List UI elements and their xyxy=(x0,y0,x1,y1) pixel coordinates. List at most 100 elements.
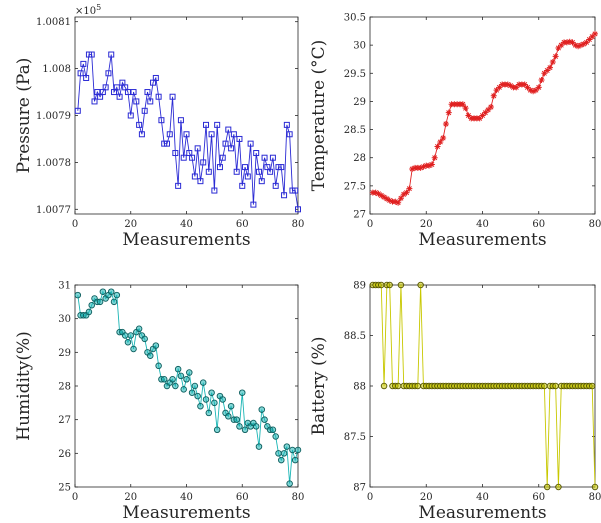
pressure-data-point xyxy=(116,93,123,100)
humidity-data-point xyxy=(130,345,137,353)
pressure-data-point xyxy=(138,131,145,138)
humidity-data-point xyxy=(236,423,243,430)
humidity-data-point xyxy=(211,399,218,407)
pressure-data-point xyxy=(180,154,187,161)
humidity-data-point xyxy=(252,423,260,430)
humidity-data-point xyxy=(180,386,187,393)
humidity-y-axis-label: Humidity(%) xyxy=(14,331,34,441)
temperature-data-point xyxy=(409,165,416,172)
battery-data-point xyxy=(543,483,551,491)
pressure-data-point xyxy=(197,178,204,185)
temperature-data-point xyxy=(459,101,466,108)
temperature-y-tick-label: 29.5 xyxy=(344,69,366,80)
pressure-data-point xyxy=(244,173,251,180)
temperature-data-point xyxy=(530,88,537,95)
battery-data-point xyxy=(552,382,559,390)
pressure-data-point xyxy=(136,121,143,128)
temperature-data-point xyxy=(420,163,427,170)
temperature-data-point xyxy=(426,162,433,169)
humidity-data-point xyxy=(258,406,266,413)
pressure-x-tick-label: 20 xyxy=(124,219,137,230)
pressure-x-tick-label: 40 xyxy=(180,219,193,230)
temperature-data-point xyxy=(395,199,402,206)
pressure-data-point xyxy=(261,154,268,161)
temperature-x-tick-label: 0 xyxy=(367,219,373,230)
temperature-data-point xyxy=(490,92,497,99)
pressure-data-point xyxy=(177,117,184,124)
pressure-data-point xyxy=(250,201,257,208)
temperature-data-point xyxy=(563,39,570,46)
battery-y-tick-label: 88.5 xyxy=(344,331,366,342)
temperature-data-point xyxy=(442,120,449,127)
temperature-data-point xyxy=(524,84,531,91)
temperature-data-point xyxy=(479,112,486,119)
humidity-data-point xyxy=(174,365,182,373)
temperature-data-point xyxy=(566,38,573,45)
pressure-data-point xyxy=(189,154,196,161)
humidity-data-point xyxy=(74,291,82,299)
pressure-data-point xyxy=(83,74,90,81)
battery-x-tick-label: 40 xyxy=(476,492,489,503)
humidity-data-point xyxy=(177,372,185,380)
humidity-x-tick-label: 40 xyxy=(180,492,193,503)
pressure-data-point xyxy=(283,121,290,128)
pressure-data-point xyxy=(208,131,215,138)
pressure-data-point xyxy=(214,121,221,128)
battery-chart: 0 20 40 60 80 87 87.5 88 88.5 89 Measurements Batte… xyxy=(309,281,601,523)
humidity-data-point xyxy=(127,332,134,339)
battery-data-point xyxy=(414,382,422,390)
battery-data-point xyxy=(591,483,599,491)
humidity-data-point xyxy=(147,352,154,359)
battery-x-tick-label: 60 xyxy=(532,492,545,503)
humidity-data-point xyxy=(202,396,210,403)
temperature-data-point xyxy=(392,198,399,205)
temperature-data-point xyxy=(541,70,548,77)
pressure-data-point xyxy=(281,192,288,199)
temperature-data-point xyxy=(440,135,447,142)
battery-x-tick-label: 80 xyxy=(589,492,601,503)
temperature-y-tick-label: 30.5 xyxy=(344,13,366,24)
battery-data-point xyxy=(380,382,388,390)
temperature-data-point xyxy=(504,81,511,88)
pressure-data-point xyxy=(147,98,154,105)
humidity-y-tick-label: 30 xyxy=(58,314,71,325)
pressure-data-point xyxy=(74,107,81,114)
pressure-data-point xyxy=(88,51,95,58)
temperature-data-point xyxy=(375,190,382,197)
battery-x-tick-label: 0 xyxy=(367,492,373,503)
humidity-data-point xyxy=(169,376,176,383)
pressure-data-point xyxy=(292,187,299,194)
temperature-data-point xyxy=(592,30,598,37)
temperature-data-point xyxy=(586,36,593,43)
humidity-y-tick-label: 28 xyxy=(58,382,71,393)
pressure-data-point xyxy=(166,131,173,138)
battery-x-axis-label: Measurements xyxy=(418,503,546,523)
temperature-data-point xyxy=(445,109,452,116)
temperature-data-point xyxy=(580,41,587,48)
battery-data-point xyxy=(378,281,385,289)
pressure-x-tick-label: 0 xyxy=(72,219,78,230)
humidity-y-tick-label: 27 xyxy=(58,415,71,426)
pressure-data-point xyxy=(124,89,131,96)
humidity-data-point xyxy=(283,443,291,450)
pressure-data-point xyxy=(133,98,140,105)
temperature-data-point xyxy=(589,33,596,40)
humidity-data-point xyxy=(233,416,240,423)
battery-data-point xyxy=(417,281,424,289)
pressure-axes-box xyxy=(74,16,299,215)
humidity-data-point xyxy=(280,450,288,457)
temperature-data-point xyxy=(532,87,539,94)
pressure-x-axis-label: Measurements xyxy=(122,230,250,250)
humidity-axes-box xyxy=(74,284,299,488)
pressure-x-tick-label: 60 xyxy=(236,219,249,230)
humidity-data-point xyxy=(269,426,277,434)
temperature-data-point xyxy=(507,82,514,89)
humidity-data-point xyxy=(205,409,213,417)
pressure-data-point xyxy=(236,135,243,142)
humidity-data-point xyxy=(275,450,282,457)
pressure-data-point xyxy=(225,126,232,133)
temperature-data-point xyxy=(485,106,492,113)
temperature-data-point xyxy=(386,197,393,204)
pressure-data-point xyxy=(141,107,148,114)
pressure-data-point xyxy=(230,131,237,138)
